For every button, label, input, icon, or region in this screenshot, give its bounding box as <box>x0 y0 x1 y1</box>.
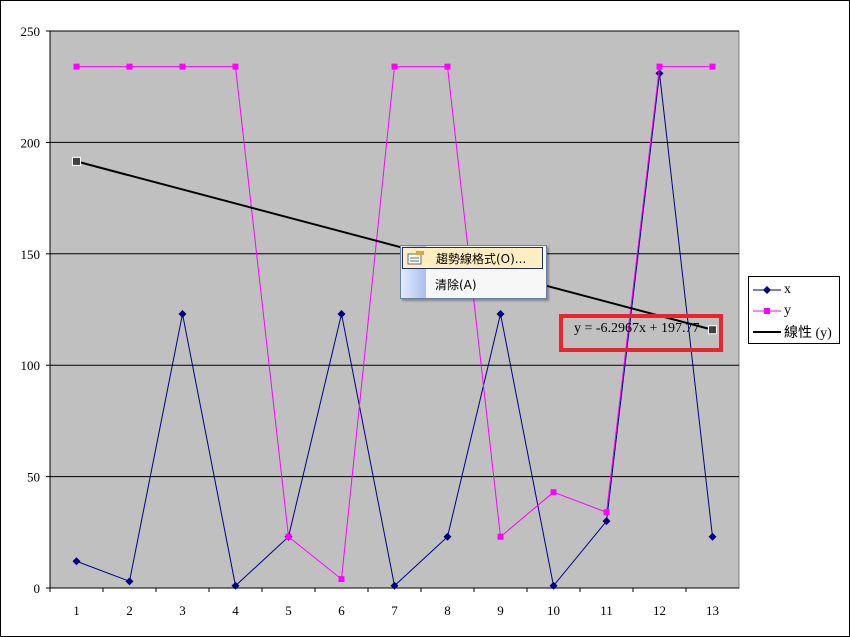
y-tick-label: 200 <box>21 135 41 150</box>
x-tick-label: 4 <box>232 603 239 618</box>
data-point-y <box>497 533 504 540</box>
y-tick-label: 150 <box>21 247 41 262</box>
legend-marker-x <box>753 286 781 294</box>
x-tick-label: 6 <box>338 603 345 618</box>
x-tick-label: 2 <box>126 603 133 618</box>
data-point-y <box>73 63 80 70</box>
x-tick-label: 13 <box>706 603 719 618</box>
trendline-selection-handle <box>708 325 717 335</box>
data-point-y <box>709 63 716 70</box>
trendline <box>76 160 713 331</box>
x-tick-label: 12 <box>653 603 666 618</box>
data-point-x <box>496 309 505 318</box>
legend-item-trendline: 線性 (y) <box>753 322 832 342</box>
plot-area <box>49 30 740 589</box>
y-tick-label: 0 <box>34 581 41 596</box>
legend-label-y: y <box>784 303 791 318</box>
data-point-x <box>708 532 717 541</box>
data-point-y <box>285 533 292 540</box>
data-point-y <box>550 489 557 496</box>
data-point-y <box>391 63 398 70</box>
data-point-y <box>656 63 663 70</box>
data-point-y <box>126 63 133 70</box>
x-tick-label: 8 <box>444 603 451 618</box>
x-tick-label: 7 <box>391 603 398 618</box>
legend-marker-trendline <box>753 331 781 333</box>
legend-label-trendline: 線性 (y) <box>784 326 832 341</box>
y-tick-label: 50 <box>27 470 40 485</box>
trendline-selection-handle <box>72 156 81 166</box>
x-tick-label: 5 <box>285 603 292 618</box>
x-tick-label: 9 <box>497 603 504 618</box>
menu-item-format-trendline[interactable]: 趨勢線格式(O)... <box>402 247 543 269</box>
data-point-y <box>232 63 239 70</box>
context-menu: 趨勢線格式(O)... 清除(A) <box>400 245 547 299</box>
x-tick-label: 10 <box>547 603 560 618</box>
y-tick-label: 100 <box>21 358 41 373</box>
data-point-x <box>125 577 134 586</box>
data-point-y <box>338 576 345 583</box>
data-point-x <box>655 69 664 78</box>
x-tick-label: 1 <box>73 603 80 618</box>
y-tick-label: 250 <box>21 24 41 39</box>
data-point-y <box>444 63 451 70</box>
menu-item-label: 清除(A) <box>435 277 477 292</box>
x-tick-label: 3 <box>179 603 186 618</box>
data-point-x <box>390 581 399 590</box>
x-tick-label: 11 <box>600 603 613 618</box>
menu-item-label: 趨勢線格式(O)... <box>436 251 527 266</box>
data-point-x <box>337 309 346 318</box>
legend-item-x: x <box>753 280 791 300</box>
data-point-x <box>178 309 187 318</box>
legend-label-x: x <box>784 282 791 297</box>
legend-item-y: y <box>753 301 791 321</box>
menu-item-clear[interactable]: 清除(A) <box>402 273 543 295</box>
data-point-x <box>549 581 558 590</box>
data-point-y <box>603 509 610 516</box>
data-point-x <box>443 532 452 541</box>
data-point-x <box>602 517 611 526</box>
data-point-x <box>231 581 240 590</box>
format-trendline-icon <box>407 251 424 265</box>
legend[interactable]: x y 線性 (y) <box>748 276 840 344</box>
data-point-x <box>72 557 81 566</box>
equation-highlight-box <box>559 314 723 352</box>
legend-marker-y <box>753 308 781 314</box>
data-point-y <box>179 63 186 70</box>
trendline-equation-label[interactable]: y = -6.2967x + 197.77 <box>574 321 700 336</box>
